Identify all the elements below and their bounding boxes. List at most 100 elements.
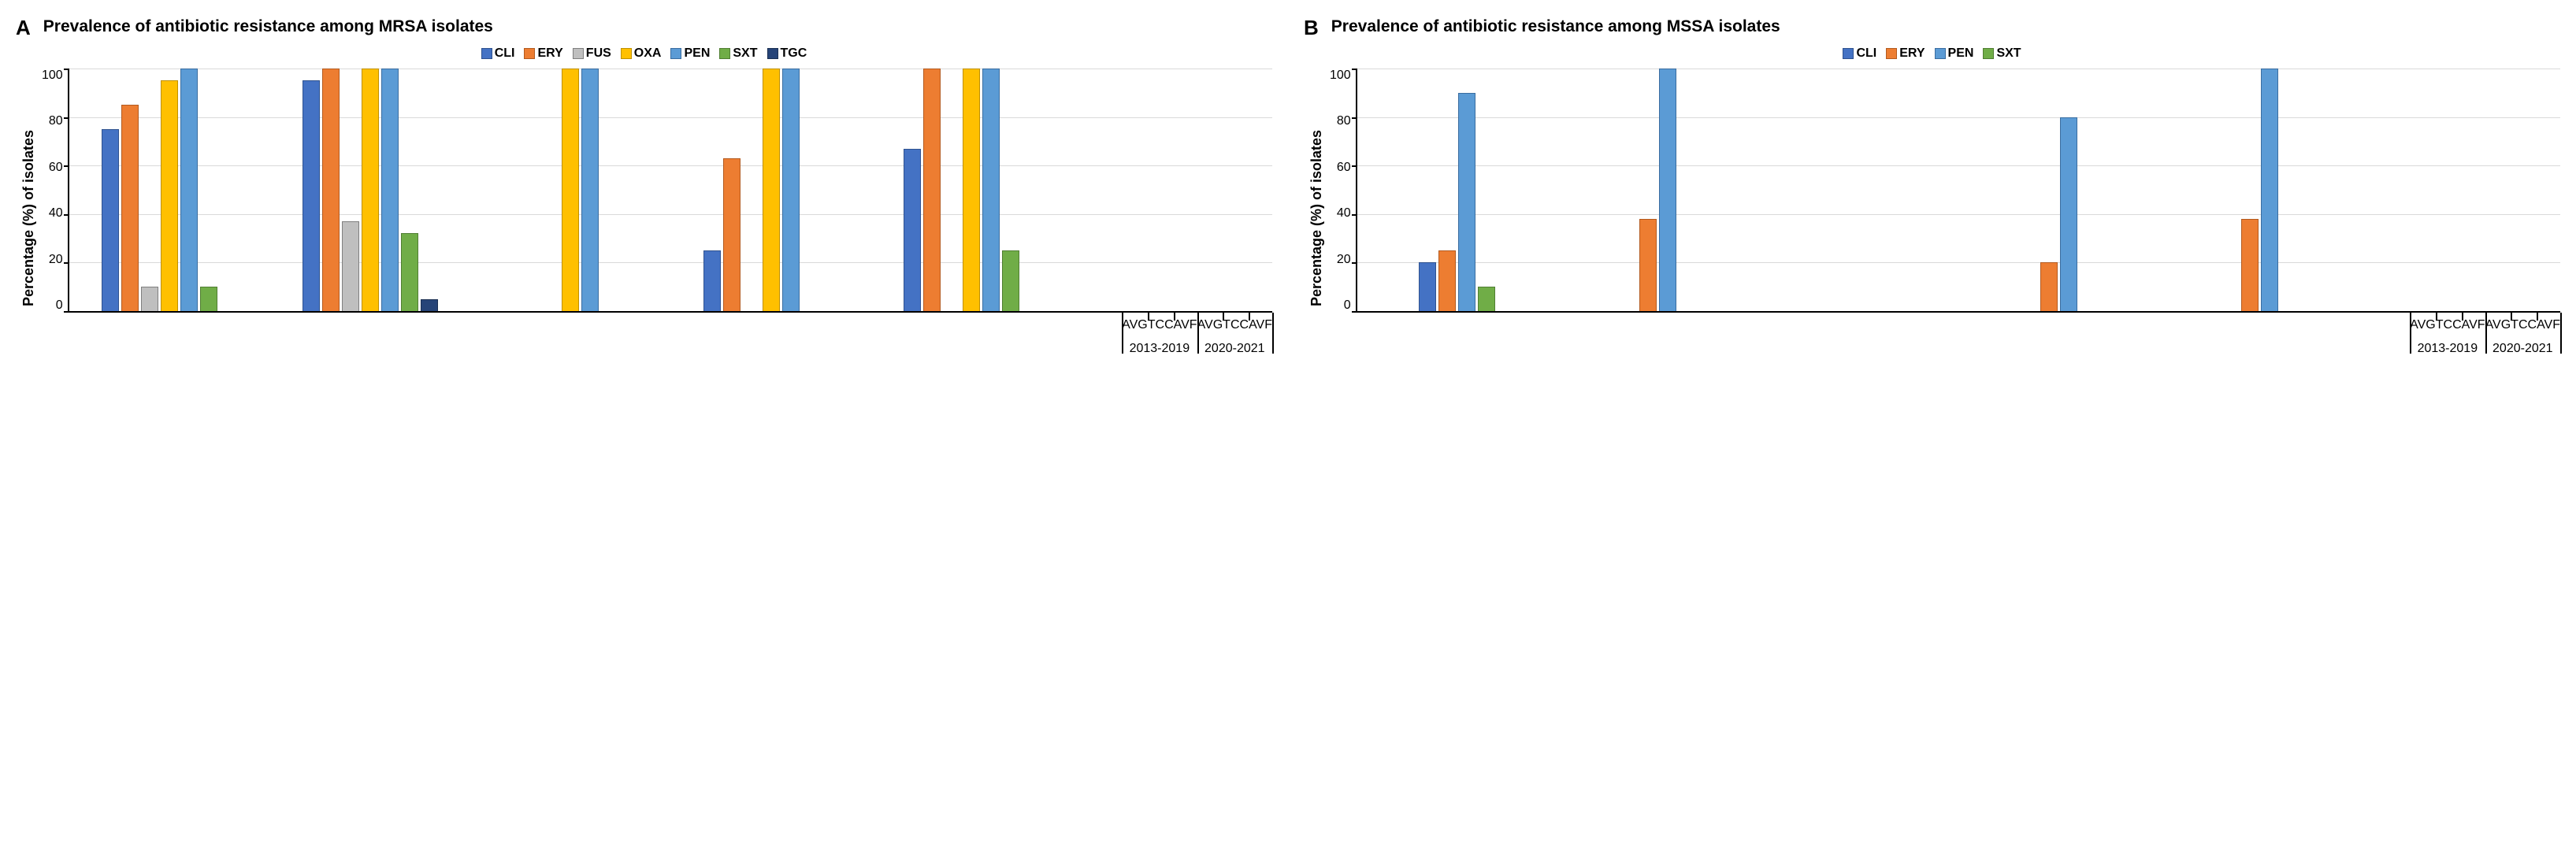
panel-b-ylabel: Percentage (%) of isolates <box>1304 69 1330 368</box>
bar-cli <box>1419 262 1436 311</box>
legend-swatch-icon <box>524 48 535 59</box>
bar-group <box>1557 69 1758 311</box>
bar-ery <box>1639 219 1657 311</box>
xgroup-label: AVG <box>1122 313 1148 338</box>
panel-a-chart: Percentage (%) of isolates 100806040200 … <box>16 69 1272 368</box>
legend-item-ery: ERY <box>1886 46 1925 61</box>
xgroup-label: AVF <box>1249 313 1272 338</box>
legend-label: PEN <box>684 46 710 61</box>
bar-pen <box>782 69 800 311</box>
legend-label: PEN <box>1948 46 1974 61</box>
bar-oxa <box>963 69 980 311</box>
bar-sxt <box>1002 250 1019 311</box>
bar-group <box>670 69 871 311</box>
legend-swatch-icon <box>719 48 730 59</box>
xperiod-label: 2020-2021 <box>1197 338 1272 366</box>
legend-label: SXT <box>1996 46 2021 61</box>
legend-swatch-icon <box>573 48 584 59</box>
bar-cli <box>703 250 721 311</box>
legend-label: SXT <box>733 46 757 61</box>
bar-fus <box>342 221 359 311</box>
xgroup-label: AVF <box>2537 313 2560 338</box>
bar-ery <box>1438 250 1456 311</box>
ytick-label: 0 <box>1344 298 1351 313</box>
bar-pen <box>1458 93 1475 311</box>
bar-sxt <box>1478 287 1495 311</box>
legend-item-fus: FUS <box>573 46 611 61</box>
bar-sxt <box>200 287 217 311</box>
panel-a-title: Prevalence of antibiotic resistance amon… <box>43 16 493 36</box>
bar-cli <box>303 80 320 311</box>
legend-swatch-icon <box>1843 48 1854 59</box>
bar-pen <box>2060 117 2077 311</box>
xgroup-label: AVG <box>2485 313 2511 338</box>
bar-pen <box>581 69 599 311</box>
xgroup-label: AVF <box>1174 313 1197 338</box>
panel-a: A Prevalence of antibiotic resistance am… <box>16 16 1272 368</box>
panel-b-groups <box>1357 69 2560 311</box>
ytick-label: 80 <box>49 114 63 128</box>
panel-b: B Prevalence of antibiotic resistance am… <box>1304 16 2560 368</box>
legend-item-sxt: SXT <box>1983 46 2021 61</box>
legend-item-sxt: SXT <box>719 46 757 61</box>
panel-b-xaxis: AVGTCCAVFAVGTCCAVF 2013-20192020-2021 <box>2410 313 2560 368</box>
ytick-label: 40 <box>1337 206 1351 221</box>
panel-b-header: B Prevalence of antibiotic resistance am… <box>1304 16 2560 40</box>
bar-group <box>871 69 1072 311</box>
bar-group <box>2359 69 2560 311</box>
ytick-label: 100 <box>42 69 63 83</box>
ytick-label: 0 <box>56 298 63 313</box>
legend-item-ery: ERY <box>524 46 562 61</box>
legend-swatch-icon <box>1983 48 1994 59</box>
panel-a-header: A Prevalence of antibiotic resistance am… <box>16 16 1272 40</box>
panel-b-plot-area <box>1356 69 2560 313</box>
legend-label: CLI <box>1856 46 1876 61</box>
bar-fus <box>141 287 158 311</box>
bar-tgc <box>421 299 438 311</box>
legend-swatch-icon <box>1886 48 1897 59</box>
bar-oxa <box>763 69 780 311</box>
xperiod-label: 2020-2021 <box>2485 338 2560 366</box>
bar-group <box>69 69 270 311</box>
xgroup-label: AVG <box>1197 313 1223 338</box>
bar-cli <box>102 129 119 311</box>
panel-a-legend: CLI ERY FUS OXA PEN SXT TGC <box>16 46 1272 61</box>
bar-pen <box>381 69 399 311</box>
bar-pen <box>2261 69 2278 311</box>
bar-sxt <box>401 233 418 311</box>
legend-swatch-icon <box>670 48 681 59</box>
panel-b-chart: Percentage (%) of isolates 100806040200 … <box>1304 69 2560 368</box>
legend-swatch-icon <box>621 48 632 59</box>
ytick-label: 80 <box>1337 114 1351 128</box>
ytick-label: 60 <box>1337 161 1351 175</box>
legend-label: OXA <box>634 46 662 61</box>
legend-item-oxa: OXA <box>621 46 662 61</box>
legend-item-tgc: TGC <box>767 46 807 61</box>
bar-pen <box>1659 69 1676 311</box>
legend-item-cli: CLI <box>481 46 515 61</box>
xgroup-label: TCC <box>2436 313 2462 338</box>
legend-label: ERY <box>1899 46 1925 61</box>
bar-ery <box>121 105 139 311</box>
bar-ery <box>923 69 941 311</box>
panel-b-xperiods-row: 2013-20192020-2021 <box>2410 338 2560 366</box>
legend-label: CLI <box>495 46 515 61</box>
bar-group <box>269 69 470 311</box>
legend-swatch-icon <box>1935 48 1946 59</box>
bar-group <box>470 69 671 311</box>
legend-label: FUS <box>586 46 611 61</box>
xgroup-label: TCC <box>2511 313 2537 338</box>
panel-a-letter: A <box>16 16 31 40</box>
ytick-label: 20 <box>1337 253 1351 267</box>
xgroup-label: AVF <box>2462 313 2485 338</box>
bar-oxa <box>362 69 379 311</box>
legend-item-cli: CLI <box>1843 46 1876 61</box>
legend-swatch-icon <box>481 48 492 59</box>
xgroup-label: TCC <box>1223 313 1249 338</box>
panel-a-xaxis: AVGTCCAVFAVGTCCAVF 2013-20192020-2021 <box>1122 313 1272 368</box>
bar-group <box>1071 69 1272 311</box>
panel-b-letter: B <box>1304 16 1319 40</box>
panel-a-groups <box>69 69 1272 311</box>
panel-a-xperiods-row: 2013-20192020-2021 <box>1122 338 1272 366</box>
legend-swatch-icon <box>767 48 778 59</box>
